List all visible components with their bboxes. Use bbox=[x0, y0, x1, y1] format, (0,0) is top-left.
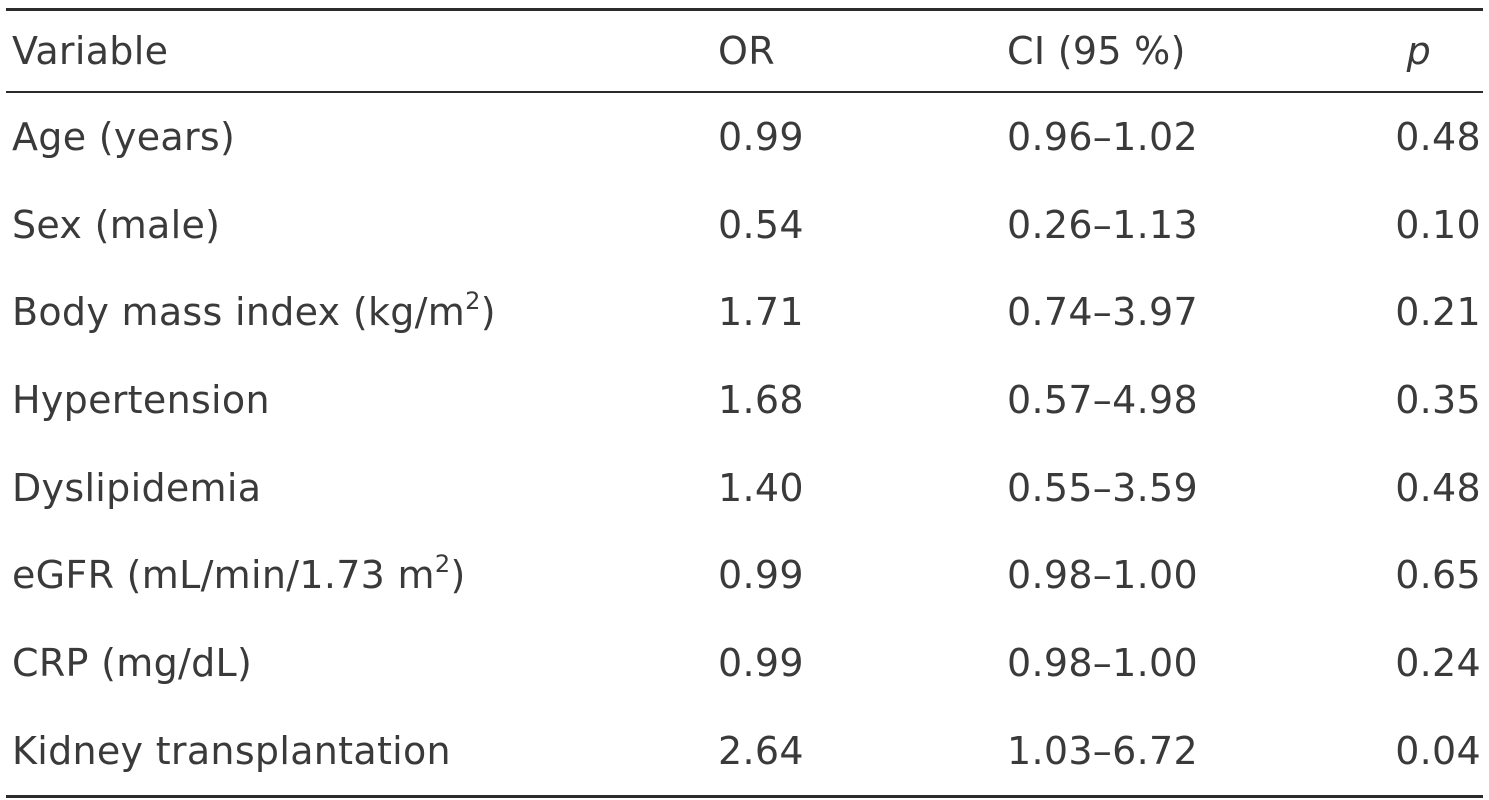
header-or: OR bbox=[718, 29, 775, 73]
variable-label: CRP (mg/dL) bbox=[12, 640, 253, 685]
cell-or: 0.99 bbox=[718, 553, 804, 598]
bottom-rule bbox=[6, 794, 1483, 798]
table-row: Hypertension 1.68 0.57–4.98 0.35 bbox=[6, 356, 1483, 444]
cell-ci: 0.96–1.02 bbox=[1007, 114, 1198, 159]
table-row: Age (years) 0.99 0.96–1.02 0.48 bbox=[6, 93, 1483, 181]
variable-label: Kidney transplantation bbox=[12, 728, 451, 773]
header-ci: CI (95 %) bbox=[1007, 29, 1186, 73]
cell-ci: 0.55–3.59 bbox=[1007, 465, 1198, 510]
cell-p: 0.48 bbox=[1395, 465, 1481, 510]
cell-ci: 0.98–1.00 bbox=[1007, 553, 1198, 598]
table-header-row: Variable OR CI (95 %) p bbox=[6, 11, 1483, 91]
variable-suffix: ) bbox=[480, 290, 496, 335]
cell-or: 1.68 bbox=[718, 377, 804, 422]
variable-label: Dyslipidemia bbox=[12, 465, 262, 510]
cell-p: 0.04 bbox=[1395, 728, 1481, 773]
variable-superscript: 2 bbox=[465, 287, 481, 316]
cell-ci: 1.03–6.72 bbox=[1007, 728, 1198, 773]
cell-variable: Hypertension bbox=[12, 378, 270, 422]
cell-or: 0.99 bbox=[718, 114, 804, 159]
cell-or: 2.64 bbox=[718, 728, 804, 773]
variable-label: Hypertension bbox=[12, 377, 270, 422]
cell-ci: 0.98–1.00 bbox=[1007, 640, 1198, 685]
cell-p: 0.24 bbox=[1395, 640, 1481, 685]
cell-p: 0.10 bbox=[1395, 202, 1481, 247]
header-rule bbox=[6, 91, 1483, 93]
table-row: eGFR (mL/min/1.73 m2) 0.99 0.98–1.00 0.65 bbox=[6, 531, 1483, 619]
cell-variable: Kidney transplantation bbox=[12, 729, 451, 773]
table-row: Kidney transplantation 2.64 1.03–6.72 0.04 bbox=[6, 707, 1483, 795]
cell-variable: Dyslipidemia bbox=[12, 466, 261, 510]
cell-variable: eGFR (mL/min/1.73 m2) bbox=[12, 550, 466, 598]
variable-label: Age (years) bbox=[12, 114, 236, 159]
header-variable: Variable bbox=[12, 29, 169, 73]
cell-variable: Age (years) bbox=[12, 115, 235, 159]
variable-label: Sex (male) bbox=[12, 202, 221, 247]
cell-or: 0.99 bbox=[718, 640, 804, 685]
cell-ci: 0.26–1.13 bbox=[1007, 202, 1198, 247]
variable-superscript: 2 bbox=[434, 550, 451, 579]
variable-suffix: ) bbox=[450, 553, 466, 598]
cell-or: 1.71 bbox=[718, 290, 804, 335]
cell-variable: CRP (mg/dL) bbox=[12, 641, 252, 685]
variable-label: eGFR (mL/min/1.73 m bbox=[12, 553, 435, 598]
table-row: Dyslipidemia 1.40 0.55–3.59 0.48 bbox=[6, 444, 1483, 532]
cell-p: 0.35 bbox=[1395, 377, 1481, 422]
cell-or: 1.40 bbox=[718, 465, 804, 510]
table-row: Sex (male) 0.54 0.26–1.13 0.10 bbox=[6, 181, 1483, 269]
top-rule bbox=[6, 8, 1483, 11]
table-row: CRP (mg/dL) 0.99 0.98–1.00 0.24 bbox=[6, 619, 1483, 707]
cell-ci: 0.57–4.98 bbox=[1007, 377, 1198, 422]
header-p: p bbox=[1406, 29, 1431, 73]
variable-label: Body mass index (kg/m bbox=[12, 290, 466, 335]
cell-ci: 0.74–3.97 bbox=[1007, 290, 1198, 335]
cell-p: 0.48 bbox=[1395, 114, 1481, 159]
cell-p: 0.21 bbox=[1395, 290, 1481, 335]
table-row: Body mass index (kg/m2) 1.71 0.74–3.97 0.21 bbox=[6, 268, 1483, 356]
cell-or: 0.54 bbox=[718, 202, 804, 247]
cell-variable: Body mass index (kg/m2) bbox=[12, 287, 496, 335]
table-body: Age (years) 0.99 0.96–1.02 0.48 Sex (male) 0.… bbox=[6, 93, 1483, 795]
cell-variable: Sex (male) bbox=[12, 203, 220, 247]
odds-ratio-table: Variable OR CI (95 %) p Age (years) 0.99 0… bbox=[6, 8, 1483, 798]
cell-p: 0.65 bbox=[1395, 553, 1481, 598]
